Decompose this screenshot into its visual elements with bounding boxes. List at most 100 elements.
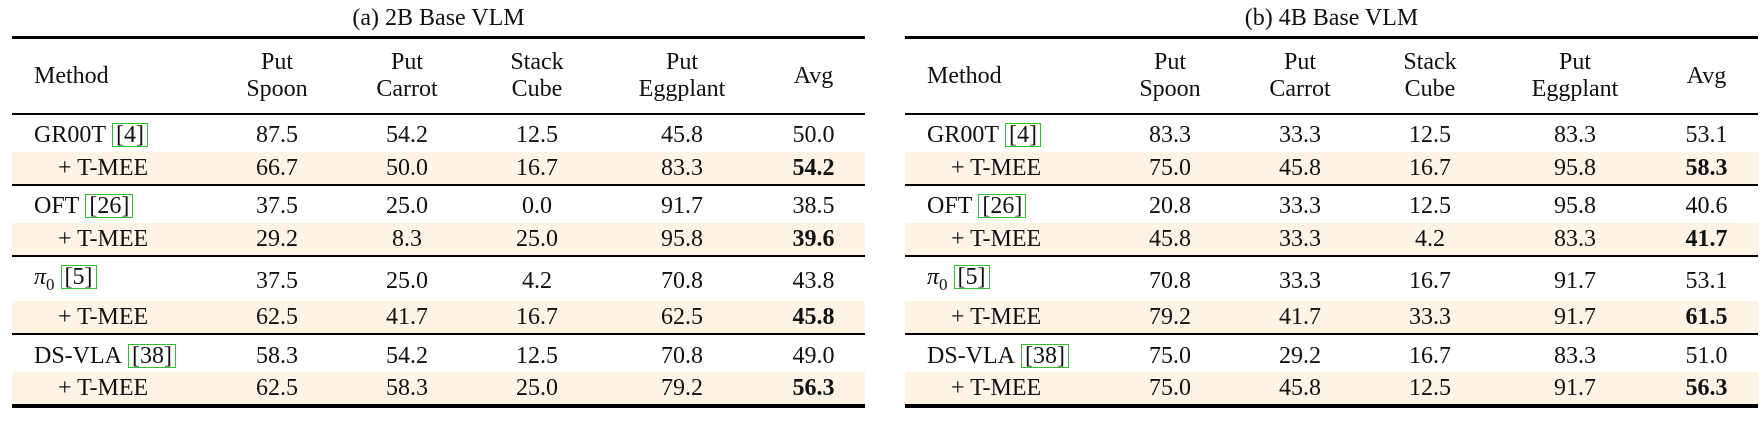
value-cell: 58.3 bbox=[256, 342, 298, 369]
method-cell: OFT [26] bbox=[12, 185, 212, 223]
value-cell: 83.3 bbox=[1495, 222, 1655, 256]
table-row-baseline: π0 [5] 37.5 25.0 4.2 70.8 43.8 bbox=[12, 256, 865, 301]
column-header: Put Eggplant bbox=[1531, 49, 1619, 102]
value-cell: 37.5 bbox=[256, 267, 298, 294]
value-cell: 43.8 bbox=[792, 267, 835, 294]
value-cell: 75.0 bbox=[1105, 371, 1235, 407]
method-name: + T-MEE bbox=[12, 151, 212, 185]
method-cell: GR00T [4] bbox=[905, 114, 1105, 152]
value-cell: 25.0 bbox=[386, 267, 428, 294]
avg-best-cell: 56.3 bbox=[1655, 371, 1758, 407]
citation-link[interactable]: [4] bbox=[112, 123, 148, 148]
value-cell: 29.2 bbox=[212, 222, 342, 256]
value-cell: 51.0 bbox=[1685, 342, 1728, 369]
value-cell: 45.8 bbox=[1105, 222, 1235, 256]
table-row-tmee: + T-MEE 66.7 50.0 16.7 83.3 54.2 bbox=[12, 151, 865, 185]
value-cell: 49.0 bbox=[792, 342, 835, 369]
citation-link[interactable]: [5] bbox=[953, 265, 990, 289]
column-header: Put Spoon bbox=[246, 49, 308, 102]
table-caption: (a) 2B Base VLM bbox=[352, 5, 525, 31]
method-name: + T-MEE bbox=[905, 300, 1105, 335]
column-header: Method bbox=[927, 62, 1002, 89]
table-row-tmee: + T-MEE 62.5 41.7 16.7 62.5 45.8 bbox=[12, 300, 865, 335]
column-header: Put Spoon bbox=[1139, 49, 1201, 102]
citation-link[interactable]: [38] bbox=[1021, 343, 1069, 368]
value-cell: 4.2 bbox=[522, 267, 552, 294]
value-cell: 12.5 bbox=[516, 342, 558, 369]
value-cell: 54.2 bbox=[386, 122, 428, 149]
citation-link[interactable]: [38] bbox=[128, 343, 176, 368]
citation-link[interactable]: [5] bbox=[60, 265, 97, 289]
results-table: Method Put Spoon Put Carrot Stack Cube Put Eggpl… bbox=[12, 36, 865, 408]
column-header: Stack Cube bbox=[1403, 49, 1457, 102]
value-cell: 75.0 bbox=[1105, 151, 1235, 185]
method-cell: DS-VLA [38] bbox=[905, 334, 1105, 372]
value-cell: 25.0 bbox=[472, 222, 602, 256]
value-cell: 33.3 bbox=[1279, 193, 1321, 220]
column-header: Put Eggplant bbox=[638, 49, 726, 102]
citation-link[interactable]: [26] bbox=[85, 194, 134, 219]
table-panel-4b: (b) 4B Base VLM Method Put Spoon Put Carrot St… bbox=[905, 0, 1758, 408]
value-cell: 45.8 bbox=[1235, 371, 1365, 407]
value-cell: 91.7 bbox=[661, 193, 703, 220]
value-cell: 16.7 bbox=[472, 300, 602, 335]
value-cell: 16.7 bbox=[472, 151, 602, 185]
value-cell: 62.5 bbox=[212, 371, 342, 407]
value-cell: 8.3 bbox=[342, 222, 472, 256]
header-row: Method Put Spoon Put Carrot Stack Cube Put Eggpl… bbox=[905, 37, 1758, 114]
value-cell: 50.0 bbox=[342, 151, 472, 185]
avg-best-cell: 58.3 bbox=[1655, 151, 1758, 185]
method-symbol: π bbox=[34, 264, 47, 290]
value-cell: 45.8 bbox=[1235, 151, 1365, 185]
column-header: Put Carrot bbox=[1269, 49, 1331, 102]
method-name: OFT bbox=[34, 193, 80, 220]
citation-link[interactable]: [4] bbox=[1005, 123, 1041, 148]
value-cell: 41.7 bbox=[1235, 300, 1365, 335]
value-cell: 91.7 bbox=[1495, 371, 1655, 407]
avg-best-cell: 56.3 bbox=[762, 371, 865, 407]
avg-best-cell: 45.8 bbox=[762, 300, 865, 335]
value-cell: 38.5 bbox=[792, 193, 835, 220]
table-row-baseline: GR00T [4] 83.3 33.3 12.5 83.3 53.1 bbox=[905, 114, 1758, 152]
value-cell: 29.2 bbox=[1279, 342, 1321, 369]
value-cell: 16.7 bbox=[1409, 267, 1451, 294]
value-cell: 95.8 bbox=[1554, 193, 1596, 220]
table-caption: (b) 4B Base VLM bbox=[1244, 5, 1419, 31]
value-cell: 95.8 bbox=[602, 222, 762, 256]
value-cell: 87.5 bbox=[256, 122, 298, 149]
value-cell: 54.2 bbox=[386, 342, 428, 369]
table-row-tmee: + T-MEE 29.2 8.3 25.0 95.8 39.6 bbox=[12, 222, 865, 256]
value-cell: 83.3 bbox=[602, 151, 762, 185]
table-row-baseline: DS-VLA [38] 75.0 29.2 16.7 83.3 51.0 bbox=[905, 334, 1758, 372]
avg-best-cell: 61.5 bbox=[1655, 300, 1758, 335]
avg-best-cell: 54.2 bbox=[762, 151, 865, 185]
method-cell: DS-VLA [38] bbox=[12, 334, 212, 372]
table-row-tmee: + T-MEE 75.0 45.8 16.7 95.8 58.3 bbox=[905, 151, 1758, 185]
method-name: + T-MEE bbox=[12, 222, 212, 256]
value-cell: 33.3 bbox=[1279, 267, 1321, 294]
value-cell: 53.1 bbox=[1685, 122, 1728, 149]
value-cell: 0.0 bbox=[522, 193, 552, 220]
value-cell: 33.3 bbox=[1235, 222, 1365, 256]
value-cell: 53.1 bbox=[1685, 267, 1728, 294]
method-cell: GR00T [4] bbox=[12, 114, 212, 152]
value-cell: 70.8 bbox=[661, 267, 703, 294]
value-cell: 83.3 bbox=[1554, 342, 1596, 369]
column-header: Put Carrot bbox=[376, 49, 438, 102]
table-row-baseline: OFT [26] 20.8 33.3 12.5 95.8 40.6 bbox=[905, 185, 1758, 223]
table-row-tmee: + T-MEE 75.0 45.8 12.5 91.7 56.3 bbox=[905, 371, 1758, 407]
method-name: DS-VLA bbox=[34, 342, 122, 369]
avg-best-cell: 41.7 bbox=[1655, 222, 1758, 256]
method-name: DS-VLA bbox=[927, 342, 1015, 369]
value-cell: 12.5 bbox=[1409, 122, 1451, 149]
method-name: π0 bbox=[34, 264, 55, 294]
value-cell: 16.7 bbox=[1409, 342, 1451, 369]
value-cell: 58.3 bbox=[342, 371, 472, 407]
avg-best-cell: 39.6 bbox=[762, 222, 865, 256]
method-name: + T-MEE bbox=[12, 300, 212, 335]
table-row-baseline: OFT [26] 37.5 25.0 0.0 91.7 38.5 bbox=[12, 185, 865, 223]
method-name: + T-MEE bbox=[905, 371, 1105, 407]
value-cell: 33.3 bbox=[1365, 300, 1495, 335]
value-cell: 12.5 bbox=[516, 122, 558, 149]
citation-link[interactable]: [26] bbox=[978, 194, 1027, 219]
